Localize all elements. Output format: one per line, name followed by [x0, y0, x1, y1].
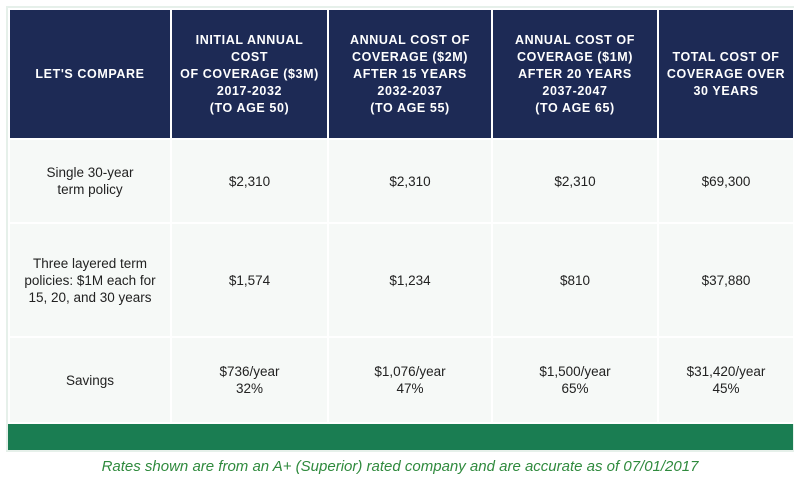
table-cell: $31,420/year 45% — [657, 336, 795, 424]
cell-text-line: 45% — [712, 381, 740, 396]
table-row: Savings $736/year 32% $1,076/year 47% $1,5… — [8, 336, 795, 424]
cell-text-line: $2,310 — [389, 173, 431, 189]
row-label: Savings — [8, 336, 172, 424]
cell-text-line: 32% — [235, 381, 264, 396]
cell-text-line: Savings — [65, 372, 115, 388]
cell-text-line: AFTER 15 YEARS — [353, 66, 467, 81]
cell-text-line: COVERAGE ($2M) — [351, 49, 469, 64]
cell-text-line: 2032-2037 — [377, 83, 443, 98]
table-cell: $37,880 — [657, 222, 795, 338]
cell-text-line: LET'S COMPARE — [35, 66, 145, 81]
cell-text-line: 30 YEARS — [693, 83, 759, 98]
header-row: LET'S COMPARE INITIAL ANNUAL COST OF COVE… — [8, 8, 795, 140]
header-cell-cost-after-15: ANNUAL COST OF COVERAGE ($2M) AFTER 15 YEA… — [327, 8, 493, 140]
table-cell: $69,300 — [657, 138, 795, 224]
table-cell: $1,574 — [170, 222, 329, 338]
cell-text-line: $1,574 — [228, 272, 271, 288]
table-row: Three layered term policies: $1M each for… — [8, 222, 795, 338]
cell-text-line: $1,234 — [389, 272, 431, 288]
cell-text-line: $1,076/year — [374, 364, 446, 379]
cell-text-line: $810 — [559, 272, 591, 288]
cell-text-line: $31,420/year — [686, 364, 766, 379]
table-cell: $1,076/year 47% — [327, 336, 493, 424]
cell-text-line: ANNUAL COST OF — [350, 32, 470, 47]
cell-text-line: 47% — [396, 381, 424, 396]
cell-text-line: Single 30-year — [46, 165, 134, 180]
cell-text-line: COVERAGE OVER — [666, 66, 786, 81]
cell-text-line: (TO AGE 50) — [209, 100, 290, 115]
cell-text-line: $736/year — [219, 364, 280, 379]
table-cell: $2,310 — [327, 138, 493, 224]
cell-text-line: 65% — [561, 381, 589, 396]
table-cell: $1,500/year 65% — [491, 336, 659, 424]
cell-text-line: 2017-2032 — [216, 83, 283, 98]
table-row: Single 30-year term policy $2,310 $2,310 … — [8, 138, 795, 224]
cell-text-line: ANNUAL COST OF — [515, 32, 635, 47]
table-cell: $1,234 — [327, 222, 493, 338]
cell-text-line: AFTER 20 YEARS — [518, 66, 632, 81]
cell-text-line: $37,880 — [701, 272, 751, 288]
cell-text-line: OF COVERAGE ($3M) — [180, 66, 319, 81]
cell-text-line: TOTAL COST OF — [672, 49, 780, 64]
header-cell-cost-after-20: ANNUAL COST OF COVERAGE ($1M) AFTER 20 YEA… — [491, 8, 659, 140]
cell-text-line: 15, 20, and 30 years — [28, 289, 152, 305]
cell-text-line: $2,310 — [228, 173, 271, 189]
cell-text-line: policies: $1M each for — [24, 272, 156, 288]
table-cell: $810 — [491, 222, 659, 338]
table-cell: $2,310 — [491, 138, 659, 224]
row-label: Single 30-year term policy — [8, 138, 172, 224]
cell-text-line: $2,310 — [554, 173, 596, 189]
table-cell: $2,310 — [170, 138, 329, 224]
rates-footnote: Rates shown are from an A+ (Superior) ra… — [101, 458, 699, 475]
footer-bar — [8, 424, 793, 450]
cell-text-line: $1,500/year — [539, 364, 611, 379]
row-label: Three layered term policies: $1M each for… — [8, 222, 172, 338]
header-cell-compare: LET'S COMPARE — [8, 8, 172, 140]
comparison-table: LET'S COMPARE INITIAL ANNUAL COST OF COVE… — [8, 8, 795, 424]
header-cell-total-cost: TOTAL COST OF COVERAGE OVER 30 YEARS — [657, 8, 795, 140]
cell-text-line: COVERAGE ($1M) — [516, 49, 634, 64]
cell-text-line: (TO AGE 55) — [370, 100, 450, 115]
header-cell-initial-cost: INITIAL ANNUAL COST OF COVERAGE ($3M) 2017… — [170, 8, 329, 140]
cell-text-line: (TO AGE 65) — [535, 100, 615, 115]
table-cell: $736/year 32% — [170, 336, 329, 424]
cell-text-line: $69,300 — [701, 173, 751, 189]
cell-text-line: term policy — [57, 182, 123, 197]
cell-text-line: 2037-2047 — [542, 83, 608, 98]
cell-text-line: INITIAL ANNUAL COST — [195, 32, 304, 64]
cell-text-line: Three layered term — [32, 255, 148, 271]
